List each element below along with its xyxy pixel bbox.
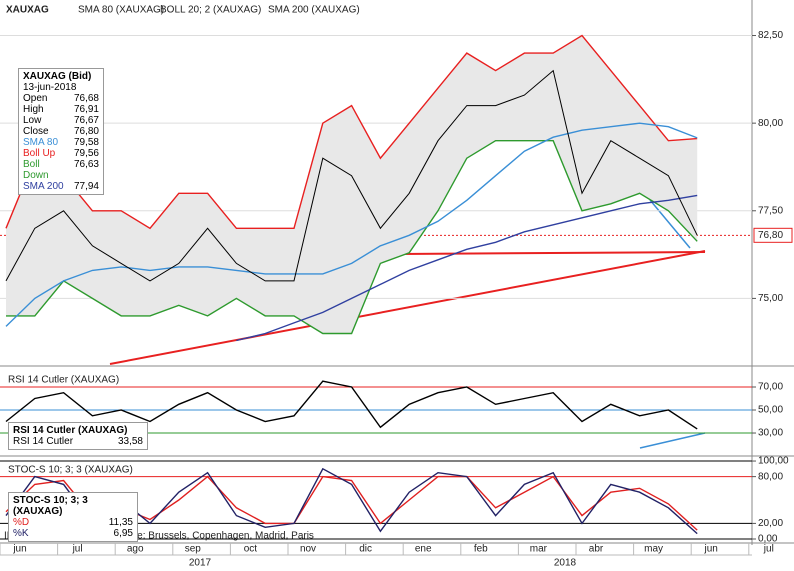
row-label: SMA 80 xyxy=(23,137,59,148)
bollinger-band-fill xyxy=(6,35,698,334)
info-row: %D 11,35 xyxy=(13,517,133,528)
y-tick-label: 100,00 xyxy=(758,456,789,467)
row-label: %D xyxy=(13,517,30,528)
info-row: High 76,91 xyxy=(23,104,99,115)
row-label: Close xyxy=(23,126,49,137)
trend-line xyxy=(109,250,706,365)
info-title: XAUXAG (Bid) xyxy=(23,71,92,82)
row-label: SMA 200 xyxy=(23,181,64,192)
row-value: 79,56 xyxy=(73,148,99,159)
box-title: STOC-S 10; 3; 3 (XAUXAG) xyxy=(13,495,88,517)
info-row: SMA 200 77,94 xyxy=(23,181,99,192)
row-value: 76,91 xyxy=(73,104,99,115)
info-row: Open 76,68 xyxy=(23,93,99,104)
last-price-label: 76,80 xyxy=(758,230,783,241)
x-tick-label: may xyxy=(644,544,663,555)
row-value: 33,58 xyxy=(117,436,143,447)
y-tick-label: 20,00 xyxy=(758,518,783,529)
row-value: 76,68 xyxy=(73,93,99,104)
x-tick-label: jul xyxy=(72,544,83,555)
footer: INDICATIVE PRICE Time Zone: Brussels, Co… xyxy=(4,531,314,542)
row-label: Boll Down xyxy=(23,159,49,181)
y-tick-label: 0,00 xyxy=(758,534,778,545)
rsi-box: RSI 14 Cutler (XAUXAG) RSI 14 Cutler 33,58 xyxy=(8,422,148,450)
x-tick-label: jul xyxy=(763,544,774,555)
info-rows: Open 76,68 High 76,91 Low 76,67 Close 76,80 SMA … xyxy=(23,93,99,192)
info-row: RSI 14 Cutler 33,58 xyxy=(13,436,143,447)
series-line xyxy=(236,194,698,342)
y-tick-label: 50,00 xyxy=(758,405,783,416)
x-tick-label: oct xyxy=(244,544,258,555)
row-value: 76,80 xyxy=(73,126,99,137)
x-tick-label: dic xyxy=(359,544,372,555)
info-row: Low 76,67 xyxy=(23,115,99,126)
info-row: Close 76,80 xyxy=(23,126,99,137)
series-line xyxy=(5,69,698,282)
x-tick-label: nov xyxy=(300,544,316,555)
row-label: Low xyxy=(23,115,42,126)
x-tick-label: jun xyxy=(704,544,718,555)
series-line xyxy=(6,140,698,335)
y-tick-label: 80,00 xyxy=(758,471,783,482)
x-tick-label: ago xyxy=(127,544,144,555)
header-indicator[interactable]: SMA 80 (XAUXAG) xyxy=(78,5,164,16)
trend-line xyxy=(639,432,706,449)
row-label: RSI 14 Cutler xyxy=(13,436,74,447)
row-value: 11,35 xyxy=(108,517,133,528)
y-tick-label: 30,00 xyxy=(758,428,783,439)
y-tick-label: 77,50 xyxy=(758,205,783,216)
info-row: Boll Up 79,56 xyxy=(23,148,99,159)
row-value: 76,67 xyxy=(73,115,99,126)
x-tick-label: jun xyxy=(12,544,26,555)
x-tick-label: mar xyxy=(530,544,548,555)
y-tick-label: 75,00 xyxy=(758,293,783,304)
year-label: 2018 xyxy=(554,558,577,569)
row-label: %K xyxy=(13,528,29,539)
info-row: %K 6,95 xyxy=(13,528,133,539)
row-label: Open xyxy=(23,93,48,104)
info-box: XAUXAG (Bid) 13-jun-2018 Open 76,68 High 76… xyxy=(18,68,104,195)
trend-line xyxy=(649,199,691,249)
x-tick-label: feb xyxy=(474,544,488,555)
row-label: Boll Up xyxy=(23,148,56,159)
x-tick-label: ene xyxy=(415,544,432,555)
row-value: 76,63 xyxy=(73,159,99,170)
header-symbol[interactable]: XAUXAG xyxy=(6,5,49,16)
row-value: 6,95 xyxy=(113,528,133,539)
info-date: 13-jun-2018 xyxy=(23,82,77,93)
x-tick-label: sep xyxy=(185,544,202,555)
row-label: High xyxy=(23,104,44,115)
series-line xyxy=(5,34,698,230)
info-row: SMA 80 79,58 xyxy=(23,137,99,148)
x-tick-label: abr xyxy=(589,544,604,555)
panel-title[interactable]: RSI 14 Cutler (XAUXAG) xyxy=(8,375,119,386)
y-tick-label: 80,00 xyxy=(758,118,783,129)
header-indicator[interactable]: BOLL 20; 2 (XAUXAG) xyxy=(160,5,261,16)
box-title: RSI 14 Cutler (XAUXAG) xyxy=(13,425,128,436)
year-label: 2017 xyxy=(189,558,212,569)
series-line xyxy=(5,122,698,327)
header-indicator[interactable]: SMA 200 (XAUXAG) xyxy=(268,5,360,16)
series-line xyxy=(5,380,698,430)
last-price-tag xyxy=(753,227,793,243)
row-value: 77,94 xyxy=(73,181,99,192)
panel-title[interactable]: STOC-S 10; 3; 3 (XAUXAG) xyxy=(8,465,133,476)
stoch-box: STOC-S 10; 3; 3 (XAUXAG) %D 11,35 %K 6,95 xyxy=(8,492,138,542)
row-value: 79,58 xyxy=(73,137,99,148)
y-tick-label: 82,50 xyxy=(758,30,783,41)
y-tick-label: 70,00 xyxy=(758,382,783,393)
info-row: Boll Down 76,63 xyxy=(23,159,99,181)
